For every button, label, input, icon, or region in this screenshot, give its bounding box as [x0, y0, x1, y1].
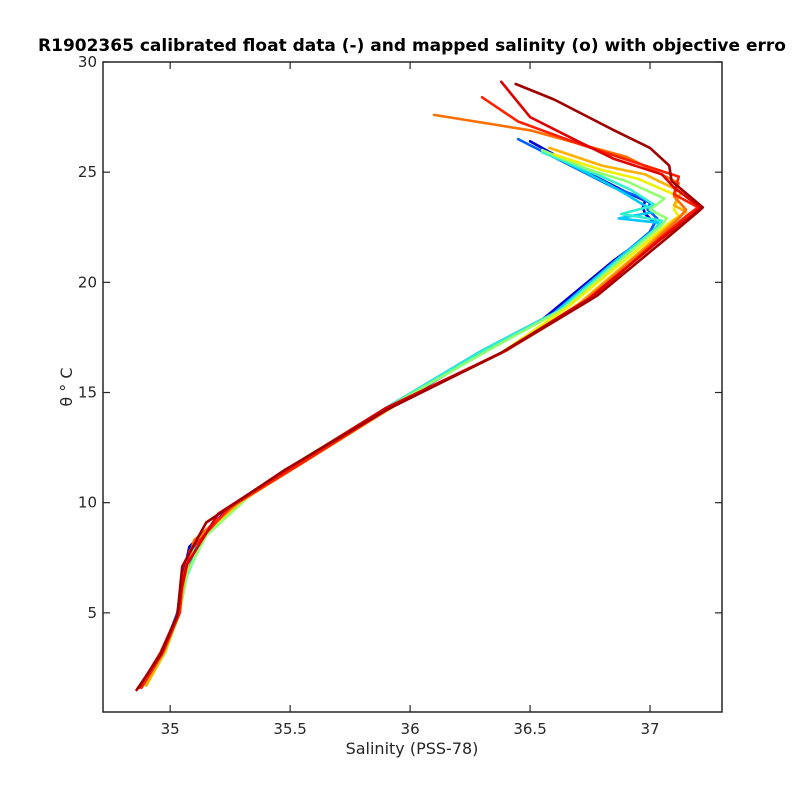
y-tick-label: 15	[78, 384, 97, 402]
x-tick-label: 35.5	[273, 720, 306, 738]
y-tick-label: 25	[78, 163, 97, 181]
x-tick-label: 35	[161, 720, 180, 738]
x-axis-label: Salinity (PSS-78)	[346, 739, 479, 758]
x-tick-label: 36	[401, 720, 420, 738]
y-axis-label: θ ° C	[57, 367, 76, 406]
y-tick-label: 20	[78, 273, 97, 291]
salinity-theta-chart: 35 35.5 36 36.5 3751015202530 R1902365 calib…	[0, 0, 800, 800]
chart-title: R1902365 calibrated float data (-) and m…	[38, 36, 786, 56]
y-tick-label: 5	[87, 604, 97, 622]
x-tick-label: 37	[640, 720, 659, 738]
x-tick-label: 36.5	[513, 720, 546, 738]
y-tick-label: 10	[78, 494, 97, 512]
